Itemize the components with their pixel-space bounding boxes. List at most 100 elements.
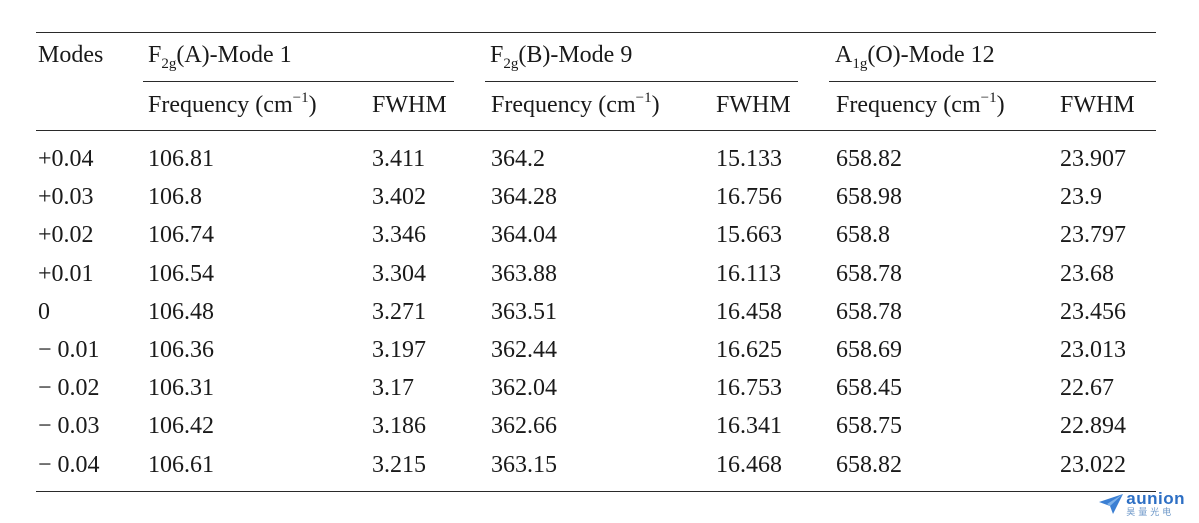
table-cell-freq-o: 658.82	[836, 451, 902, 478]
table-cell-mode-value: − 0.03	[38, 413, 100, 440]
table-cell-fwhm-a: 3.411	[372, 146, 426, 172]
table-cell-mode-value: − 0.04	[38, 451, 100, 478]
table-cell-fwhm-o: 23.797	[1060, 222, 1126, 249]
group-2-subscript: 2g	[503, 56, 519, 72]
table-cell-fwhm-a: 3.197	[372, 337, 426, 363]
group-3-underline	[829, 81, 1156, 82]
header-bottom-rule	[36, 130, 1156, 131]
header-fwhm-2: FWHM	[716, 92, 791, 118]
table-cell-fwhm-a: 3.17	[372, 375, 414, 402]
table-cell-fwhm-a: 3.271	[372, 298, 426, 325]
header-fwhm-1: FWHM	[372, 92, 447, 118]
table-cell-fwhm-b: 16.753	[716, 375, 782, 402]
freq-2-exp: −1	[635, 90, 652, 106]
table-cell-fwhm-b: 15.133	[716, 146, 782, 172]
group-2-symbol: F	[490, 42, 504, 68]
table-cell-freq-o: 658.75	[836, 413, 902, 440]
table-cell-fwhm-o: 23.68	[1060, 260, 1114, 287]
table-cell-fwhm-a: 3.402	[372, 184, 426, 211]
table-cell-freq-b: 362.66	[491, 413, 557, 440]
group-1-underline	[143, 81, 454, 82]
header-group-1: F2g(A)-Mode 1	[148, 41, 292, 72]
logo-word: aunion	[1126, 489, 1185, 508]
table-cell-fwhm-o: 22.67	[1060, 375, 1114, 402]
table-cell-freq-a: 106.8	[148, 184, 202, 211]
header-frequency-3: Frequency (cm−1)	[836, 91, 1005, 119]
table-cell-freq-b: 364.2	[491, 146, 545, 172]
table-cell-freq-o: 658.69	[836, 337, 902, 363]
table-cell-fwhm-o: 23.456	[1060, 298, 1126, 325]
freq-2-suffix: )	[651, 92, 660, 118]
table-cell-fwhm-b: 16.113	[716, 260, 782, 287]
group-2-suffix: (B)-Mode 9	[518, 42, 633, 68]
header-fwhm-3: FWHM	[1060, 92, 1135, 118]
table-cell-fwhm-b: 16.756	[716, 184, 782, 211]
table-cell-freq-o: 658.8	[836, 222, 890, 249]
freq-2-prefix: Frequency (cm	[491, 92, 636, 118]
table-cell-mode-value: 0	[38, 298, 50, 325]
table-cell-fwhm-b: 16.341	[716, 413, 782, 440]
table-cell-freq-a: 106.42	[148, 413, 214, 440]
table-cell-freq-a: 106.81	[148, 146, 214, 172]
table-cell-freq-o: 658.98	[836, 184, 902, 211]
table-cell-freq-a: 106.48	[148, 298, 214, 325]
table-cell-fwhm-o: 23.013	[1060, 337, 1126, 363]
table-cell-fwhm-o: 23.9	[1060, 184, 1102, 211]
table-cell-fwhm-b: 16.458	[716, 298, 782, 325]
table-cell-freq-a: 106.61	[148, 451, 214, 478]
table-cell-fwhm-a: 3.304	[372, 260, 426, 287]
table-cell-fwhm-b: 16.468	[716, 451, 782, 478]
logo-subtitle: 昊量光电	[1126, 507, 1175, 517]
table-cell-freq-a: 106.54	[148, 260, 214, 287]
freq-3-prefix: Frequency (cm	[836, 92, 981, 118]
table-cell-freq-a: 106.31	[148, 375, 214, 402]
header-frequency-2: Frequency (cm−1)	[491, 91, 660, 119]
group-2-underline	[485, 81, 798, 82]
table-cell-freq-b: 363.51	[491, 298, 557, 325]
table-cell-freq-o: 658.78	[836, 298, 902, 325]
table-cell-fwhm-o: 22.894	[1060, 413, 1126, 440]
table-cell-freq-b: 364.04	[491, 222, 557, 249]
table-cell-freq-b: 362.44	[491, 337, 557, 363]
table-cell-fwhm-a: 3.215	[372, 451, 426, 478]
group-3-symbol: A	[835, 42, 853, 68]
group-1-symbol: F	[148, 42, 162, 68]
table-cell-freq-o: 658.78	[836, 260, 902, 287]
group-3-suffix: (O)-Mode 12	[867, 42, 995, 68]
paper-plane-icon	[1099, 493, 1124, 514]
table-cell-fwhm-a: 3.346	[372, 222, 426, 249]
freq-1-prefix: Frequency (cm	[148, 92, 293, 118]
freq-1-exp: −1	[292, 90, 309, 106]
header-modes: Modes	[38, 42, 104, 68]
table-top-rule	[36, 32, 1156, 33]
table-cell-mode-value: +0.04	[38, 146, 94, 172]
table-cell-freq-b: 363.15	[491, 451, 557, 478]
table-bottom-rule	[36, 491, 1156, 492]
header-group-2: F2g(B)-Mode 9	[490, 41, 633, 72]
table-cell-mode-value: − 0.02	[38, 375, 100, 402]
group-1-subscript: 2g	[161, 56, 177, 72]
table-cell-fwhm-o: 23.907	[1060, 146, 1126, 172]
header-frequency-1: Frequency (cm−1)	[148, 91, 317, 119]
table-cell-mode-value: +0.01	[38, 260, 94, 287]
freq-1-suffix: )	[308, 92, 317, 118]
table-cell-freq-a: 106.36	[148, 337, 214, 363]
table-cell-fwhm-b: 15.663	[716, 222, 782, 249]
group-1-suffix: (A)-Mode 1	[176, 42, 292, 68]
table-cell-mode-value: − 0.01	[38, 337, 100, 363]
table-cell-freq-b: 362.04	[491, 375, 557, 402]
table-cell-mode-value: +0.02	[38, 222, 94, 249]
table-cell-freq-o: 658.82	[836, 146, 902, 172]
freq-3-exp: −1	[980, 90, 997, 106]
header-group-3: A1g(O)-Mode 12	[835, 41, 995, 72]
table-cell-fwhm-b: 16.625	[716, 337, 782, 363]
aunion-logo: aunion 昊量光电	[1098, 490, 1185, 517]
table-cell-freq-b: 364.28	[491, 184, 557, 211]
table-cell-freq-o: 658.45	[836, 375, 902, 402]
table-cell-mode-value: +0.03	[38, 184, 94, 211]
table-cell-fwhm-o: 23.022	[1060, 451, 1126, 478]
table-cell-freq-a: 106.74	[148, 222, 214, 249]
table-cell-freq-b: 363.88	[491, 260, 557, 287]
freq-3-suffix: )	[996, 92, 1005, 118]
table-cell-fwhm-a: 3.186	[372, 413, 426, 440]
